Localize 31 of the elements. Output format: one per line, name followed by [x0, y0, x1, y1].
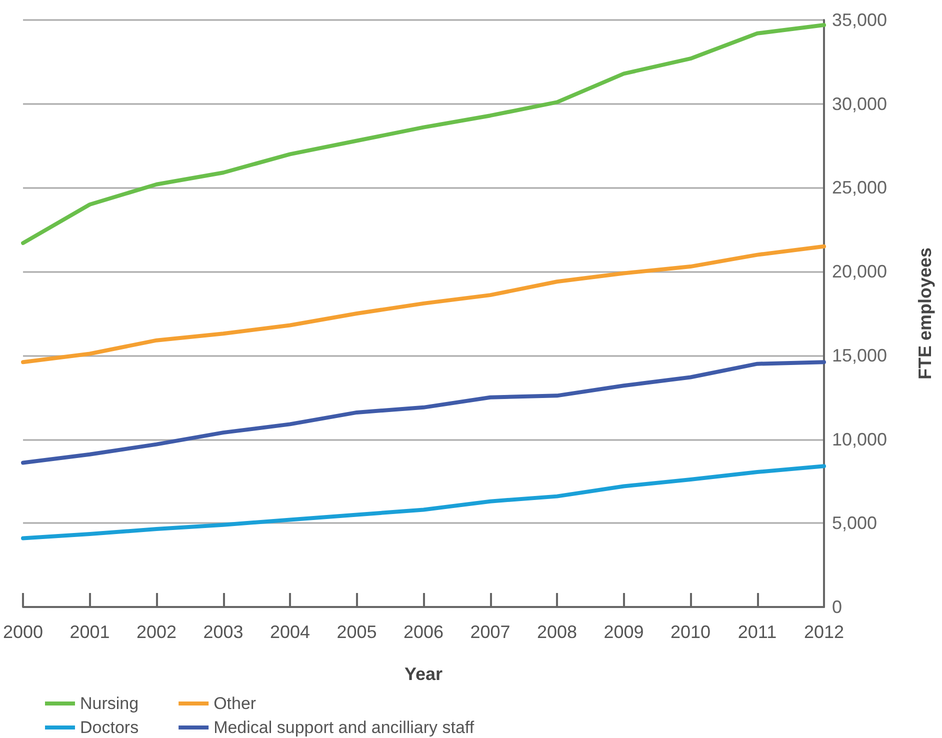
- y-tick-label: 30,000: [832, 94, 888, 114]
- x-tick-label: 2008: [536, 622, 578, 642]
- y-tick-label: 20,000: [832, 262, 888, 282]
- line-series: [21, 464, 826, 540]
- x-axis-title: Year: [404, 664, 443, 684]
- line-series: [21, 244, 826, 364]
- y-tick-label: 25,000: [832, 178, 888, 198]
- legend-label: Nursing: [80, 694, 139, 713]
- x-tick-label: 2006: [403, 622, 444, 642]
- y-tick-label: 5,000: [832, 513, 878, 534]
- line-series: [21, 23, 826, 246]
- y-tick-label: 15,000: [832, 345, 888, 366]
- legend-label: Other: [214, 694, 256, 713]
- x-tick-label: 2012: [804, 622, 844, 642]
- x-tick-label: 2007: [470, 622, 510, 642]
- x-tick-label: 2005: [336, 622, 377, 642]
- x-tick-label: 2011: [738, 622, 777, 642]
- x-tick-label: 2001: [70, 622, 110, 642]
- x-tick-label: 2009: [604, 622, 644, 642]
- legend-label: Medical support and ancilliary staff: [214, 718, 474, 737]
- x-tick-label: 2004: [270, 622, 310, 642]
- legend-label: Doctors: [80, 718, 139, 737]
- x-tick-label: 2002: [136, 622, 177, 642]
- x-tick-label: 2000: [3, 622, 44, 642]
- y-tick-label: 10,000: [832, 429, 888, 450]
- x-tick-label: 2003: [203, 622, 244, 642]
- x-tick-label: 2010: [670, 622, 711, 642]
- y-axis-title: FTE employees: [915, 247, 935, 380]
- y-tick-label: 35,000: [832, 10, 888, 30]
- y-tick-label: 0: [832, 597, 842, 617]
- line-series: [21, 360, 826, 465]
